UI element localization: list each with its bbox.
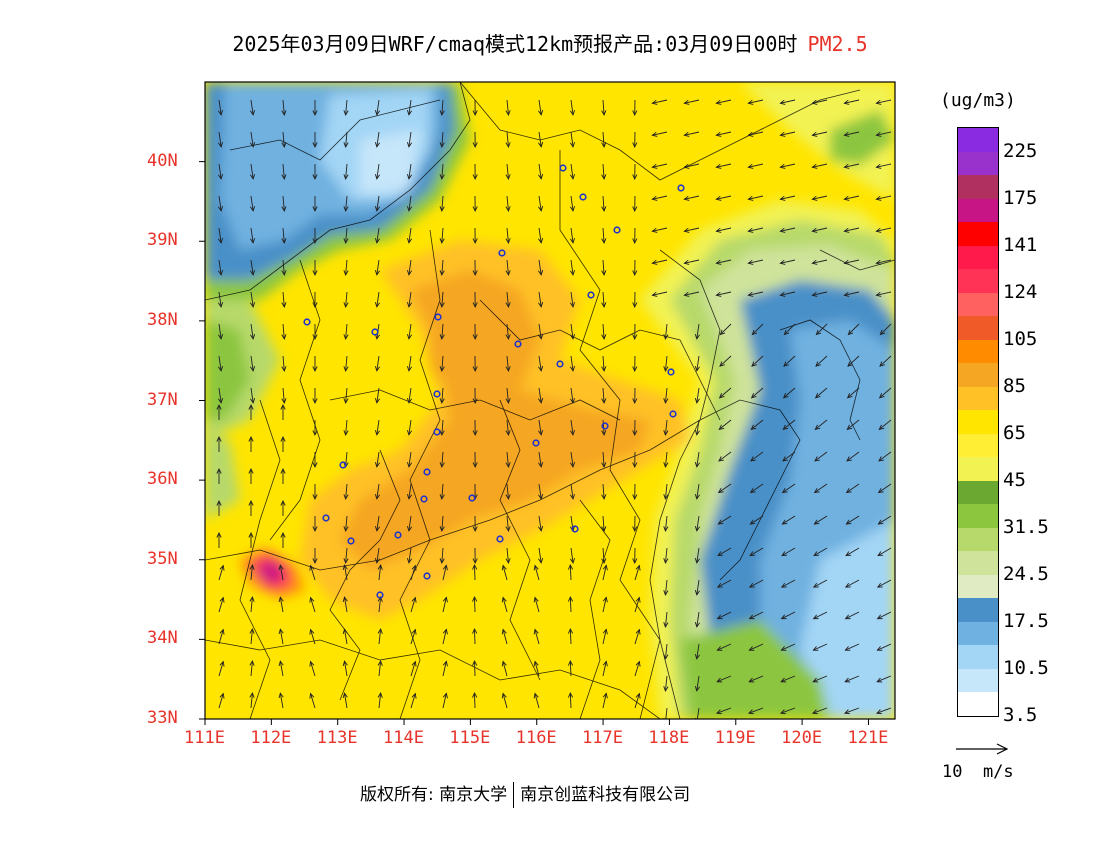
- colorbar-swatch: [958, 386, 998, 410]
- lon-label: 116E: [515, 728, 557, 748]
- pm25-field: [205, 82, 895, 719]
- lon-label: 118E: [648, 728, 690, 748]
- colorbar-swatch: [958, 245, 998, 269]
- colorbar-label: 105: [1003, 327, 1038, 350]
- lon-label: 114E: [383, 728, 424, 748]
- axis-ticks: [199, 161, 869, 725]
- title-text: 2025年03月09日WRF/cmaq模式12km预报产品:03月09日00时: [232, 32, 798, 56]
- colorbar-swatch: [958, 527, 998, 551]
- lat-label: 35N: [147, 548, 178, 569]
- colorbar: [957, 127, 999, 717]
- colorbar-swatch: [958, 222, 998, 246]
- colorbar-swatch: [958, 410, 998, 434]
- colorbar-label: 65: [1003, 421, 1026, 444]
- lat-label: 36N: [147, 469, 178, 490]
- colorbar-label: 45: [1003, 468, 1026, 491]
- colorbar-swatch: [958, 339, 998, 363]
- colorbar-swatch: [958, 175, 998, 199]
- copyright-credit: 版权所有: 南京大学 南京创蓝科技有限公司: [360, 780, 690, 808]
- map-title: 2025年03月09日WRF/cmaq模式12km预报产品:03月09日00时 P…: [0, 28, 1100, 57]
- colorbar-label: 10.5: [1003, 656, 1049, 679]
- lon-label: 115E: [449, 728, 491, 748]
- lat-label: 39N: [147, 230, 178, 251]
- colorbar-label: 85: [1003, 374, 1026, 397]
- colorbar-swatch: [958, 621, 998, 645]
- wind-scale-label: 10 m/s: [942, 762, 1014, 782]
- lon-label: 111E: [184, 728, 225, 748]
- lon-label: 113E: [316, 728, 358, 748]
- credit-left: 版权所有: 南京大学: [360, 785, 508, 805]
- lat-label: 38N: [147, 309, 178, 330]
- colorbar-swatch: [958, 269, 998, 293]
- lon-label: 120E: [781, 728, 823, 748]
- colorbar-swatch: [958, 668, 998, 692]
- colorbar-swatch: [958, 504, 998, 528]
- credit-separator: [513, 782, 515, 808]
- admin-boundaries: [205, 82, 895, 719]
- lat-label: 40N: [147, 150, 178, 171]
- colorbar-swatch: [958, 433, 998, 457]
- colorbar-swatch: [958, 551, 998, 575]
- colorbar-label: 24.5: [1003, 562, 1049, 585]
- colorbar-label: 17.5: [1003, 609, 1049, 632]
- lat-label: 37N: [147, 389, 178, 410]
- lon-label: 117E: [582, 728, 624, 748]
- lat-label: 34N: [147, 628, 178, 649]
- colorbar-label: 124: [1003, 280, 1038, 303]
- colorbar-label: 31.5: [1003, 515, 1049, 538]
- wind-scale-arrow-icon: [956, 743, 1009, 755]
- colorbar-label: 141: [1003, 233, 1038, 256]
- city-markers: [303, 164, 685, 599]
- lon-label: 119E: [714, 728, 756, 748]
- colorbar-swatch: [958, 128, 998, 152]
- colorbar-unit: (ug/m3): [940, 90, 1016, 111]
- colorbar-swatch: [958, 292, 998, 316]
- pollutant-label: PM2.5: [807, 32, 868, 56]
- colorbar-label: 225: [1003, 139, 1038, 162]
- colorbar-label: 175: [1003, 186, 1038, 209]
- colorbar-swatch: [958, 316, 998, 340]
- colorbar-swatch: [958, 598, 998, 622]
- wind-vectors: [216, 99, 892, 719]
- colorbar-swatch: [958, 574, 998, 598]
- colorbar-swatch: [958, 151, 998, 175]
- colorbar-swatch: [958, 692, 998, 716]
- credit-right: 南京创蓝科技有限公司: [520, 785, 691, 805]
- lon-label: 121E: [847, 728, 889, 748]
- colorbar-swatch: [958, 363, 998, 387]
- colorbar-swatch: [958, 457, 998, 481]
- lat-label: 33N: [147, 708, 178, 728]
- lon-label: 112E: [250, 728, 292, 748]
- colorbar-label: 3.5: [1003, 703, 1038, 726]
- colorbar-swatch: [958, 645, 998, 669]
- colorbar-swatch: [958, 198, 998, 222]
- colorbar-swatch: [958, 480, 998, 504]
